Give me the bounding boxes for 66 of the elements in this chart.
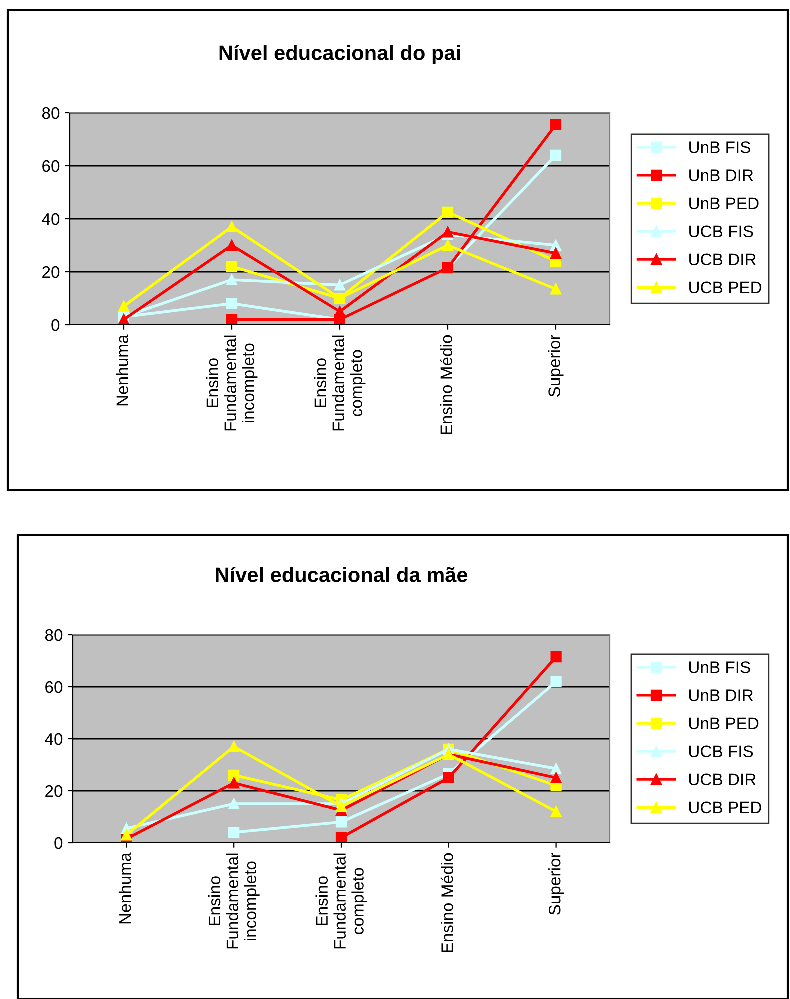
point: [226, 240, 238, 252]
point: [336, 816, 348, 828]
point: [336, 801, 348, 812]
point: [226, 221, 238, 233]
legend-label: UnB FIS: [690, 142, 750, 154]
point: [442, 226, 454, 238]
x-tick-label: Nenhuma: [116, 334, 128, 406]
point: [226, 261, 238, 272]
point: [334, 280, 346, 291]
point: [550, 652, 562, 663]
legend-label: UnB DIR: [689, 690, 754, 702]
x-tick-label: Ensino Fundamental incompleto: [206, 336, 258, 431]
point: [442, 240, 454, 252]
point: [550, 248, 562, 260]
x-tick-label: Ensino Médio: [440, 335, 452, 434]
point: [226, 274, 238, 286]
point: [228, 741, 240, 752]
point: [550, 806, 562, 818]
point: [228, 770, 240, 781]
x-tick-label: Ensino Médio: [440, 853, 454, 952]
point: [442, 206, 454, 218]
legend-label: UnB PED: [690, 198, 759, 210]
x-tick-label: Ensino Fundamental completo: [316, 854, 368, 949]
point: [228, 778, 240, 789]
y-tick-label: 0: [54, 837, 63, 850]
legend-label: UCB PED: [689, 802, 762, 814]
x-tick-label: Superior: [548, 334, 564, 397]
legend-label: UnB DIR: [690, 170, 754, 182]
point: [550, 150, 562, 161]
x-tick-label: Nenhuma: [118, 852, 132, 924]
chart-title: Nível educacional do pai: [220, 44, 460, 65]
y-tick-label: 60: [46, 681, 63, 694]
legend-label: UCB FIS: [689, 746, 754, 758]
point: [228, 798, 240, 810]
y-tick-label: 0: [52, 319, 60, 332]
point: [226, 314, 238, 325]
legend-label: UnB FIS: [689, 662, 750, 674]
legend-label: UCB FIS: [690, 226, 754, 238]
point: [228, 827, 240, 838]
point: [550, 676, 562, 688]
legend-label: UnB PED: [689, 718, 759, 730]
chart-title: Nível educacional da mãe: [216, 566, 468, 582]
point: [118, 300, 130, 312]
legend-label: UCB DIR: [690, 254, 756, 266]
point: [121, 830, 132, 841]
point: [443, 772, 454, 784]
y-tick-label: 20: [42, 266, 60, 278]
point: [336, 832, 348, 843]
y-tick-label: 40: [45, 733, 63, 746]
x-tick-label: Ensino Fundamental incompleto: [208, 854, 260, 949]
y-tick-label: 20: [46, 785, 63, 798]
x-tick-label: Ensino Fundamental completo: [314, 336, 366, 431]
legend-label: UCB DIR: [689, 774, 756, 786]
point: [550, 763, 562, 774]
y-tick-label: 80: [42, 107, 60, 120]
y-tick-label: 80: [45, 629, 63, 642]
y-tick-label: 40: [42, 213, 60, 226]
legend-label: UCB PED: [690, 282, 762, 294]
point: [550, 284, 562, 295]
y-tick-label: 60: [42, 160, 60, 172]
point: [118, 314, 130, 325]
point: [550, 119, 562, 130]
point: [334, 306, 346, 318]
x-tick-label: Superior: [548, 852, 564, 915]
point: [550, 772, 562, 784]
point: [226, 298, 238, 310]
